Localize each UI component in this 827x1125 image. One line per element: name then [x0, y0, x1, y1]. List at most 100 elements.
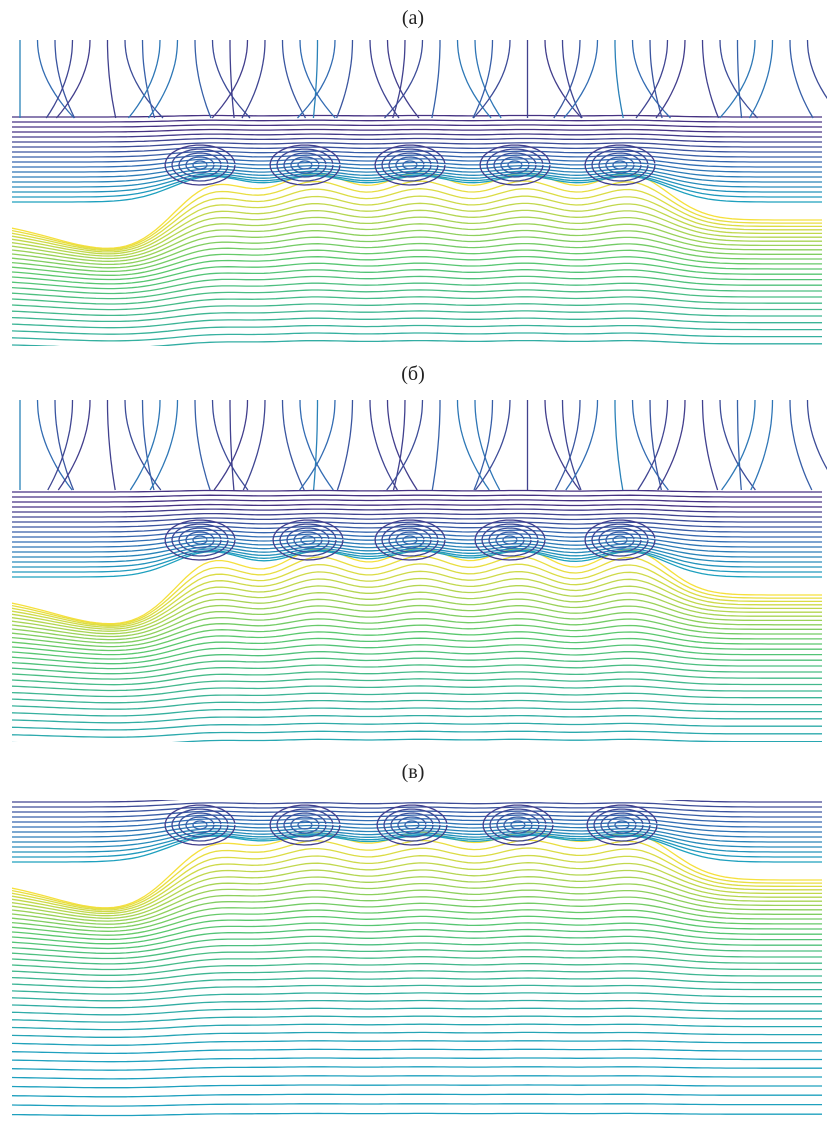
contour-line [613, 536, 627, 544]
contour-line [195, 400, 210, 490]
panel-label: (б) [401, 363, 425, 385]
contour-line [314, 400, 318, 490]
contour-line [0, 978, 822, 988]
contour-line [129, 40, 161, 118]
contour-line [337, 400, 352, 490]
contour-line [0, 1016, 822, 1022]
contour-line [636, 40, 668, 118]
contour-line [0, 1104, 822, 1106]
panel-label: (а) [402, 7, 424, 29]
contour-line [55, 400, 74, 490]
contour-line [193, 821, 207, 829]
contour-line [458, 40, 492, 118]
contour-line [0, 798, 822, 802]
contour-line [108, 400, 116, 490]
contour-line [0, 785, 822, 787]
contour-line [0, 1085, 822, 1088]
contour-plot [0, 775, 822, 1115]
contour-line [0, 739, 822, 744]
contour-line [0, 686, 822, 697]
contour-line [738, 40, 742, 118]
contour-line [0, 416, 822, 419]
contour-line [0, 181, 822, 249]
contour-line [615, 40, 623, 118]
contour-line [283, 40, 306, 118]
contour-line [0, 638, 822, 659]
contour-line [193, 536, 207, 544]
contour-line [230, 40, 234, 118]
contour-line [0, 116, 822, 118]
contour-line [337, 40, 353, 118]
contour-line [658, 400, 685, 490]
contour-line [0, 495, 822, 497]
contour-line [0, 1049, 822, 1053]
contour-line [0, 130, 822, 133]
contour-line [0, 348, 822, 355]
contour-line [0, 434, 822, 437]
contour-line [388, 40, 420, 118]
contour-line [808, 400, 827, 490]
contour-line [0, 425, 822, 428]
contour-line [0, 356, 822, 362]
contour-line [615, 400, 623, 490]
contour-line [0, 389, 822, 393]
contour-line [0, 318, 822, 328]
contour-line [0, 505, 822, 508]
contour-line [0, 453, 822, 455]
contour-line [474, 400, 493, 490]
contour-line [0, 341, 822, 348]
contour-line [564, 40, 598, 118]
contour-line [0, 943, 822, 959]
panel-label: (в) [402, 761, 425, 783]
contour-plot [0, 40, 827, 456]
contour-line [0, 500, 822, 502]
contour-line [0, 1024, 822, 1029]
contour-line [703, 400, 718, 490]
contour-line [313, 40, 317, 118]
contour-line [0, 398, 822, 402]
contour-line [0, 1041, 822, 1046]
contour-line [0, 1094, 822, 1097]
contour-line [790, 40, 813, 118]
contour-line [0, 1008, 822, 1015]
contour-line [563, 400, 582, 490]
contour-line [150, 400, 177, 490]
contour-line [0, 1001, 822, 1008]
contour-line [0, 822, 822, 832]
contour-line [108, 40, 116, 118]
contour-line [0, 509, 822, 512]
contour-line [230, 400, 234, 490]
contour-line [0, 491, 822, 493]
contour-line [193, 161, 207, 169]
contour-line [0, 514, 822, 518]
contour-line [0, 693, 822, 703]
contour-line [385, 40, 423, 118]
contour-line [0, 971, 822, 982]
figure: (а) (б) (в) [0, 0, 827, 1120]
contour-line [0, 1032, 822, 1037]
contour-line [242, 40, 265, 118]
contour-line [0, 1058, 822, 1062]
contour-line [703, 40, 719, 118]
contour-line [0, 444, 822, 446]
contour-line [56, 40, 90, 118]
contour-line [432, 40, 440, 118]
contour-line [0, 1076, 822, 1079]
contour-line [750, 40, 773, 118]
contour-line [0, 731, 822, 737]
contour-line [0, 407, 822, 410]
contour-line [195, 40, 211, 118]
contour-line [738, 400, 742, 490]
contour-line [0, 1067, 822, 1070]
page: (а) (б) (в) (() => { const data = JSON.p… [0, 0, 827, 1120]
contour-line [0, 1113, 822, 1115]
contour-line [370, 400, 397, 490]
contour-line [301, 536, 315, 544]
contour-line [0, 716, 822, 723]
contour-line [0, 789, 822, 792]
contour-line [0, 794, 822, 797]
contour-line [0, 139, 822, 143]
contour-line [0, 120, 822, 122]
contour-line [0, 125, 822, 127]
contour-line [0, 162, 822, 172]
